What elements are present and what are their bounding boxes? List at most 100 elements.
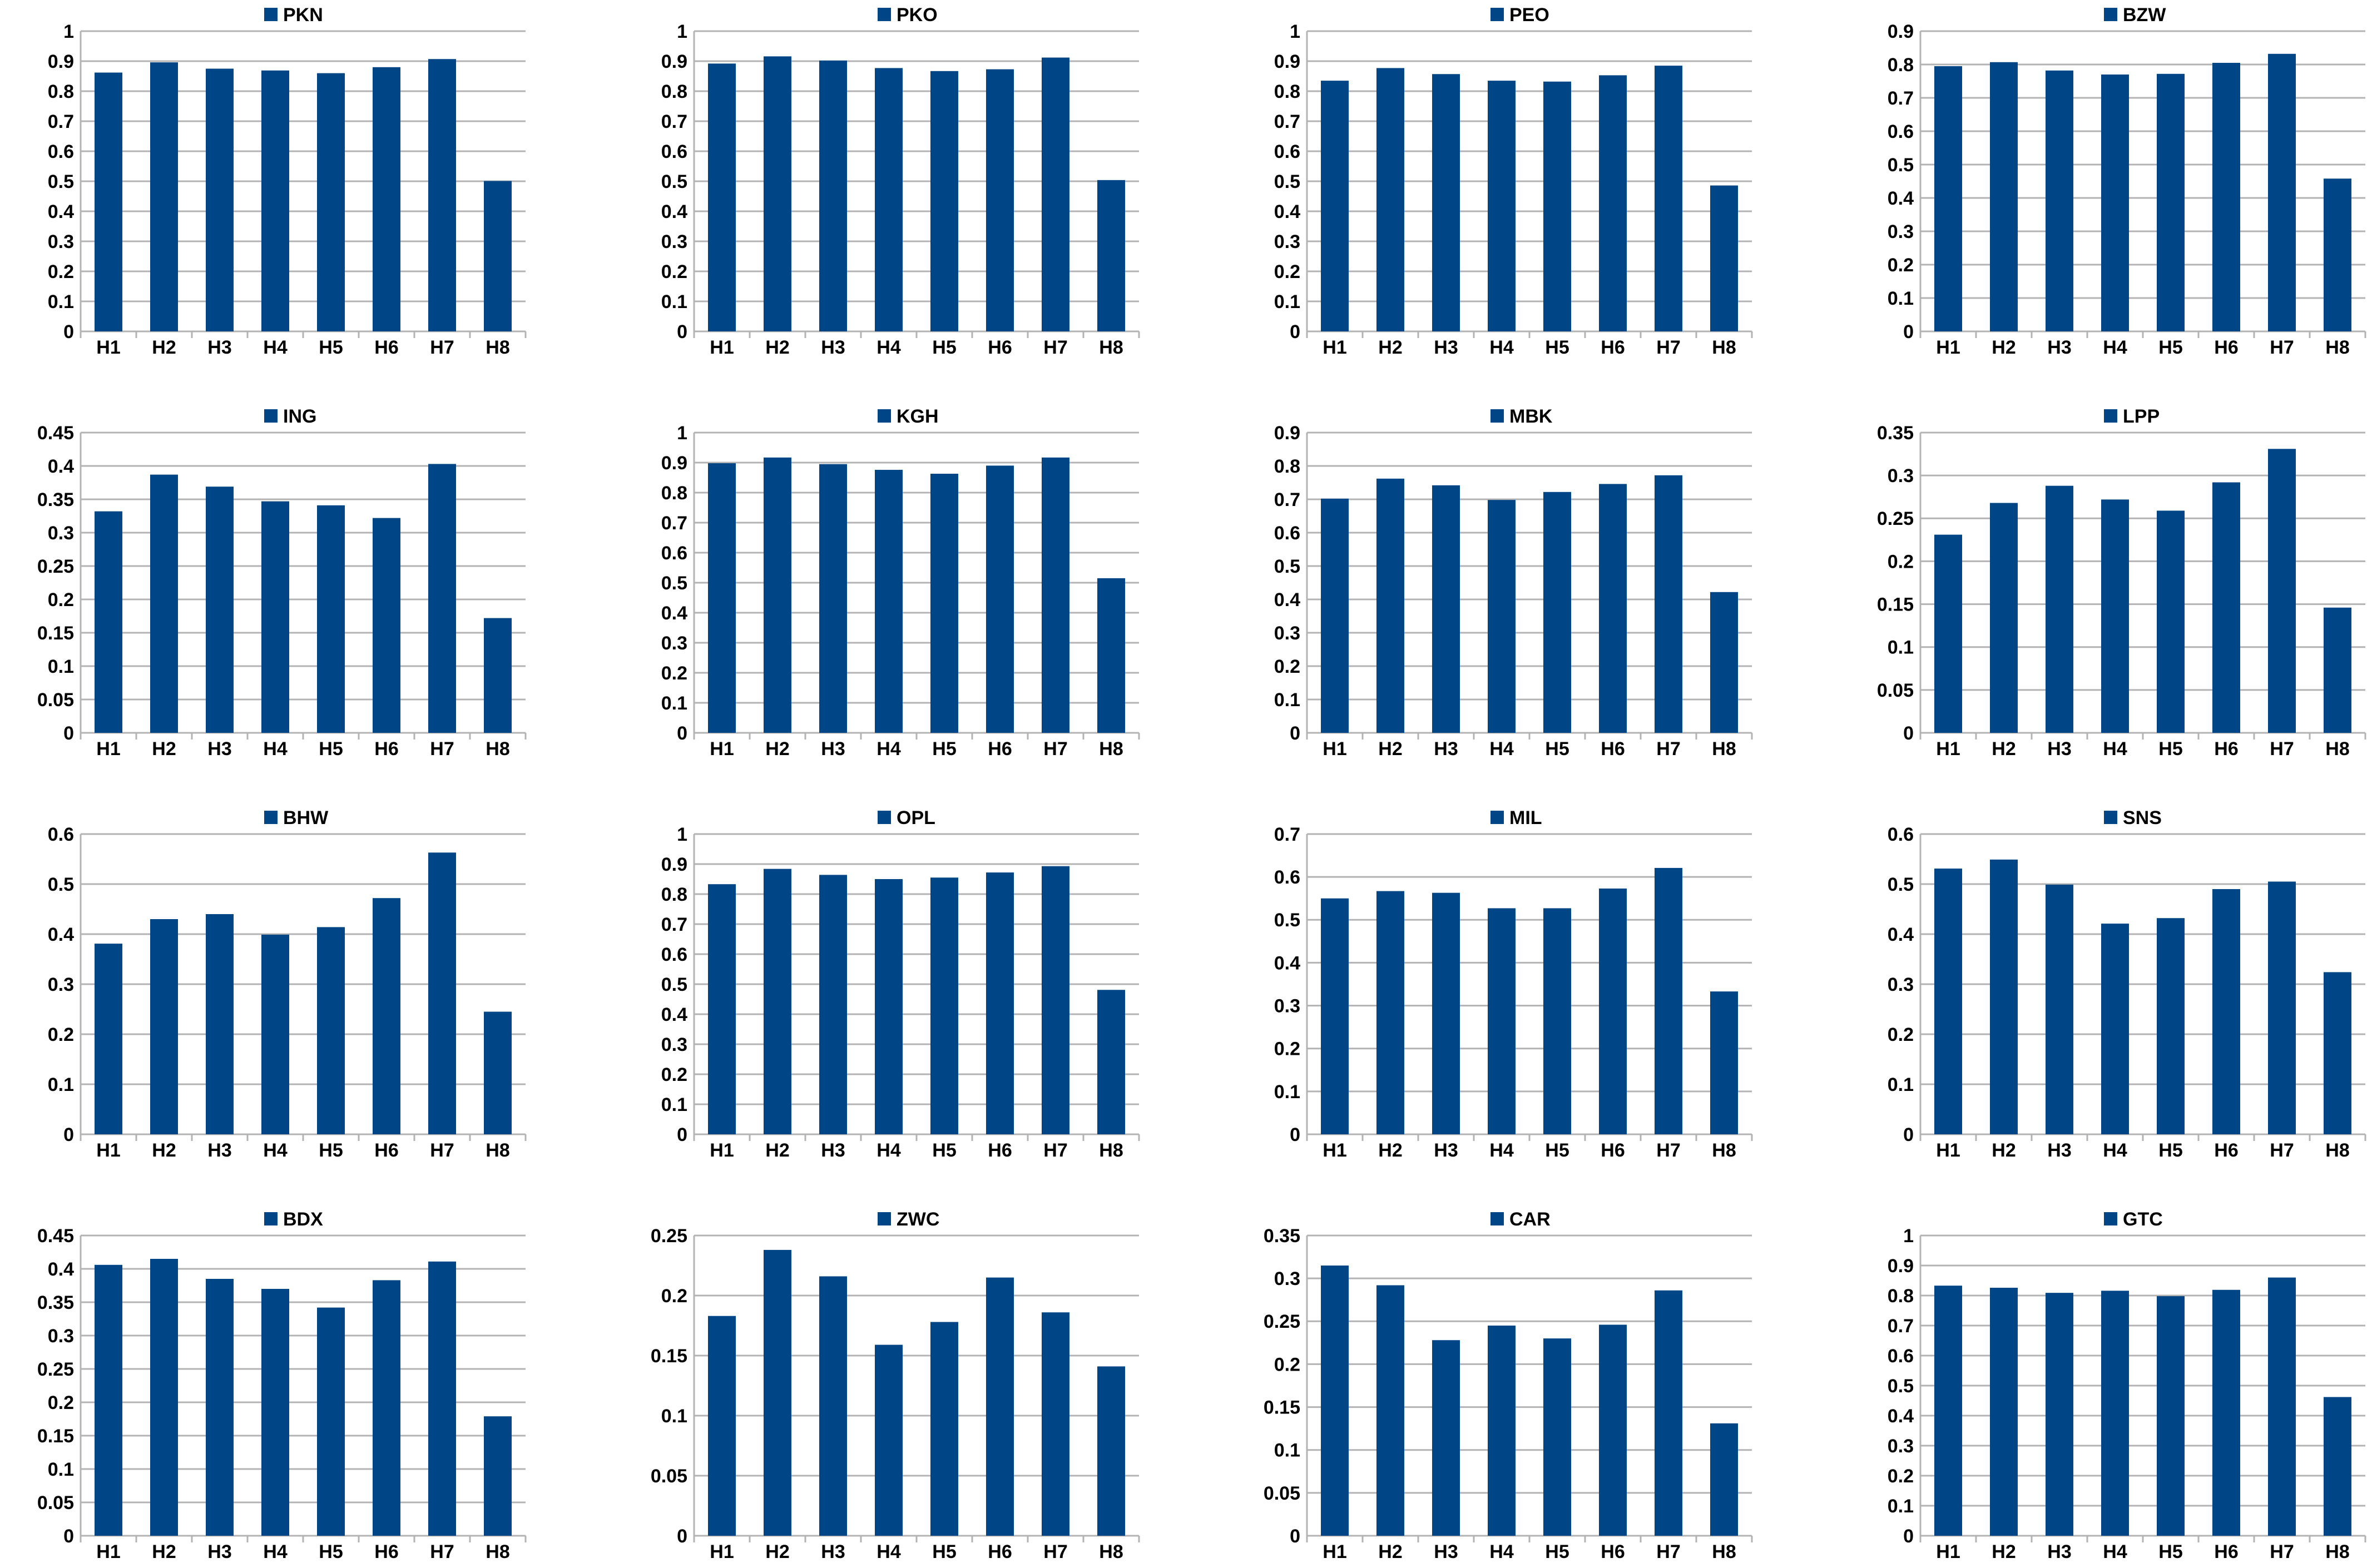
y-tick-label: 0.1 (48, 1074, 74, 1095)
x-tick-label: H2 (1992, 1541, 2016, 1562)
bar-h7 (1042, 57, 1069, 332)
bar-h4 (875, 68, 903, 332)
x-tick-label: H6 (374, 1140, 398, 1161)
bar-h1 (1934, 534, 1962, 733)
x-tick-label: H5 (319, 738, 343, 760)
bar-h2 (1990, 503, 2018, 733)
y-tick-label: 0.7 (661, 513, 687, 534)
y-tick-label: 0.6 (1888, 121, 1914, 142)
x-tick-label: H6 (1601, 1541, 1625, 1562)
y-tick-label: 0.6 (1274, 867, 1300, 888)
y-tick-label: 0.8 (661, 884, 687, 905)
bar-h8 (2324, 178, 2351, 331)
x-tick-label: H4 (2103, 1140, 2127, 1161)
bar-h4 (2101, 75, 2129, 331)
y-tick-label: 0.1 (1274, 1081, 1300, 1103)
x-tick-label: H4 (263, 738, 288, 760)
x-tick-label: H6 (988, 1140, 1012, 1161)
bar-h5 (930, 1322, 958, 1536)
bar-h4 (1488, 81, 1516, 331)
chart-title: BZW (2123, 4, 2166, 26)
y-tick-label: 0.2 (1274, 261, 1300, 282)
y-tick-label: 0.1 (661, 1406, 687, 1427)
y-tick-label: 0.6 (661, 543, 687, 564)
y-tick-label: 1 (63, 21, 74, 42)
x-tick-label: H1 (96, 1541, 120, 1562)
bar-h7 (1655, 66, 1682, 331)
x-tick-label: H2 (765, 1541, 789, 1562)
chart-title: BHW (283, 807, 329, 828)
bar-h8 (1710, 1423, 1738, 1536)
x-tick-label: H7 (2270, 337, 2294, 358)
chart-kgh: 0 0.1 0.2 0.3 0.4 0.5 0.6 0.7 0.8 0.9 1 H1 H2 H3 H4 H5 H… (661, 406, 1140, 760)
bar-h5 (930, 473, 958, 733)
x-tick-label: H8 (486, 1541, 509, 1562)
y-tick-label: 0.3 (48, 1326, 74, 1347)
x-tick-label: H3 (821, 738, 845, 760)
x-tick-label: H1 (710, 337, 734, 358)
y-tick-label: 0.3 (1888, 1436, 1914, 1457)
bar-h7 (1655, 867, 1682, 1134)
bar-h7 (428, 852, 456, 1134)
bar-h3 (1432, 74, 1460, 331)
y-tick-label: 0.4 (661, 1004, 687, 1025)
bar-h8 (1710, 592, 1738, 733)
x-tick-label: H3 (2047, 337, 2071, 358)
bar-h2 (1376, 1285, 1404, 1536)
bar-h5 (317, 73, 345, 331)
bar-h8 (2324, 972, 2351, 1134)
bar-h1 (708, 463, 736, 733)
bar-h6 (1599, 1324, 1627, 1536)
y-tick-label: 0.5 (1274, 910, 1300, 931)
y-tick-label: 1 (677, 824, 687, 845)
bar-h3 (2046, 1293, 2073, 1536)
y-tick-label: 0.3 (48, 974, 74, 995)
bar-h6 (986, 872, 1014, 1134)
x-tick-label: H2 (1992, 738, 2016, 760)
x-tick-label: H6 (2214, 738, 2238, 760)
bar-h3 (2046, 884, 2073, 1134)
y-tick-label: 0.35 (1877, 423, 1914, 444)
x-tick-label: H4 (263, 337, 288, 358)
x-tick-label: H7 (2270, 1140, 2294, 1161)
y-tick-label: 0.5 (1888, 874, 1914, 895)
x-tick-label: H2 (765, 1140, 789, 1161)
x-tick-label: H2 (1378, 337, 1402, 358)
y-tick-label: 0.3 (661, 231, 687, 252)
y-tick-label: 0.3 (1274, 623, 1300, 644)
y-tick-label: 0.1 (1888, 1496, 1914, 1517)
y-tick-label: 0 (677, 1124, 687, 1145)
x-tick-label: H5 (2158, 738, 2182, 760)
y-tick-label: 0 (1290, 1124, 1300, 1145)
bar-h2 (764, 869, 791, 1134)
x-tick-label: H6 (988, 1541, 1012, 1562)
y-tick-label: 0.2 (48, 589, 74, 611)
y-tick-label: 0.7 (1274, 824, 1300, 845)
y-tick-label: 0.7 (1274, 111, 1300, 132)
y-tick-label: 0.2 (1274, 656, 1300, 677)
bar-h5 (317, 927, 345, 1134)
x-tick-label: H3 (207, 1541, 231, 1562)
bar-h2 (764, 457, 791, 733)
bar-h2 (150, 1259, 178, 1536)
y-tick-label: 0.15 (1877, 594, 1914, 615)
y-tick-label: 0.2 (1274, 1354, 1300, 1375)
y-tick-label: 0.5 (661, 974, 687, 995)
x-tick-label: H7 (1043, 337, 1067, 358)
bar-h7 (2268, 1277, 2296, 1536)
y-tick-label: 0.1 (1888, 637, 1914, 658)
y-tick-label: 0.6 (48, 824, 74, 845)
bar-h8 (484, 618, 512, 733)
y-tick-label: 0.15 (37, 623, 74, 644)
x-tick-label: H7 (1043, 738, 1067, 760)
bar-h6 (2212, 1289, 2240, 1536)
x-tick-label: H7 (430, 738, 454, 760)
bar-h2 (1990, 62, 2018, 332)
y-tick-label: 0.8 (661, 483, 687, 504)
x-tick-label: H1 (96, 337, 120, 358)
bar-h2 (764, 56, 791, 332)
x-tick-label: H1 (1323, 337, 1346, 358)
y-tick-label: 0 (1903, 1526, 1914, 1547)
bar-h2 (1990, 859, 2018, 1134)
